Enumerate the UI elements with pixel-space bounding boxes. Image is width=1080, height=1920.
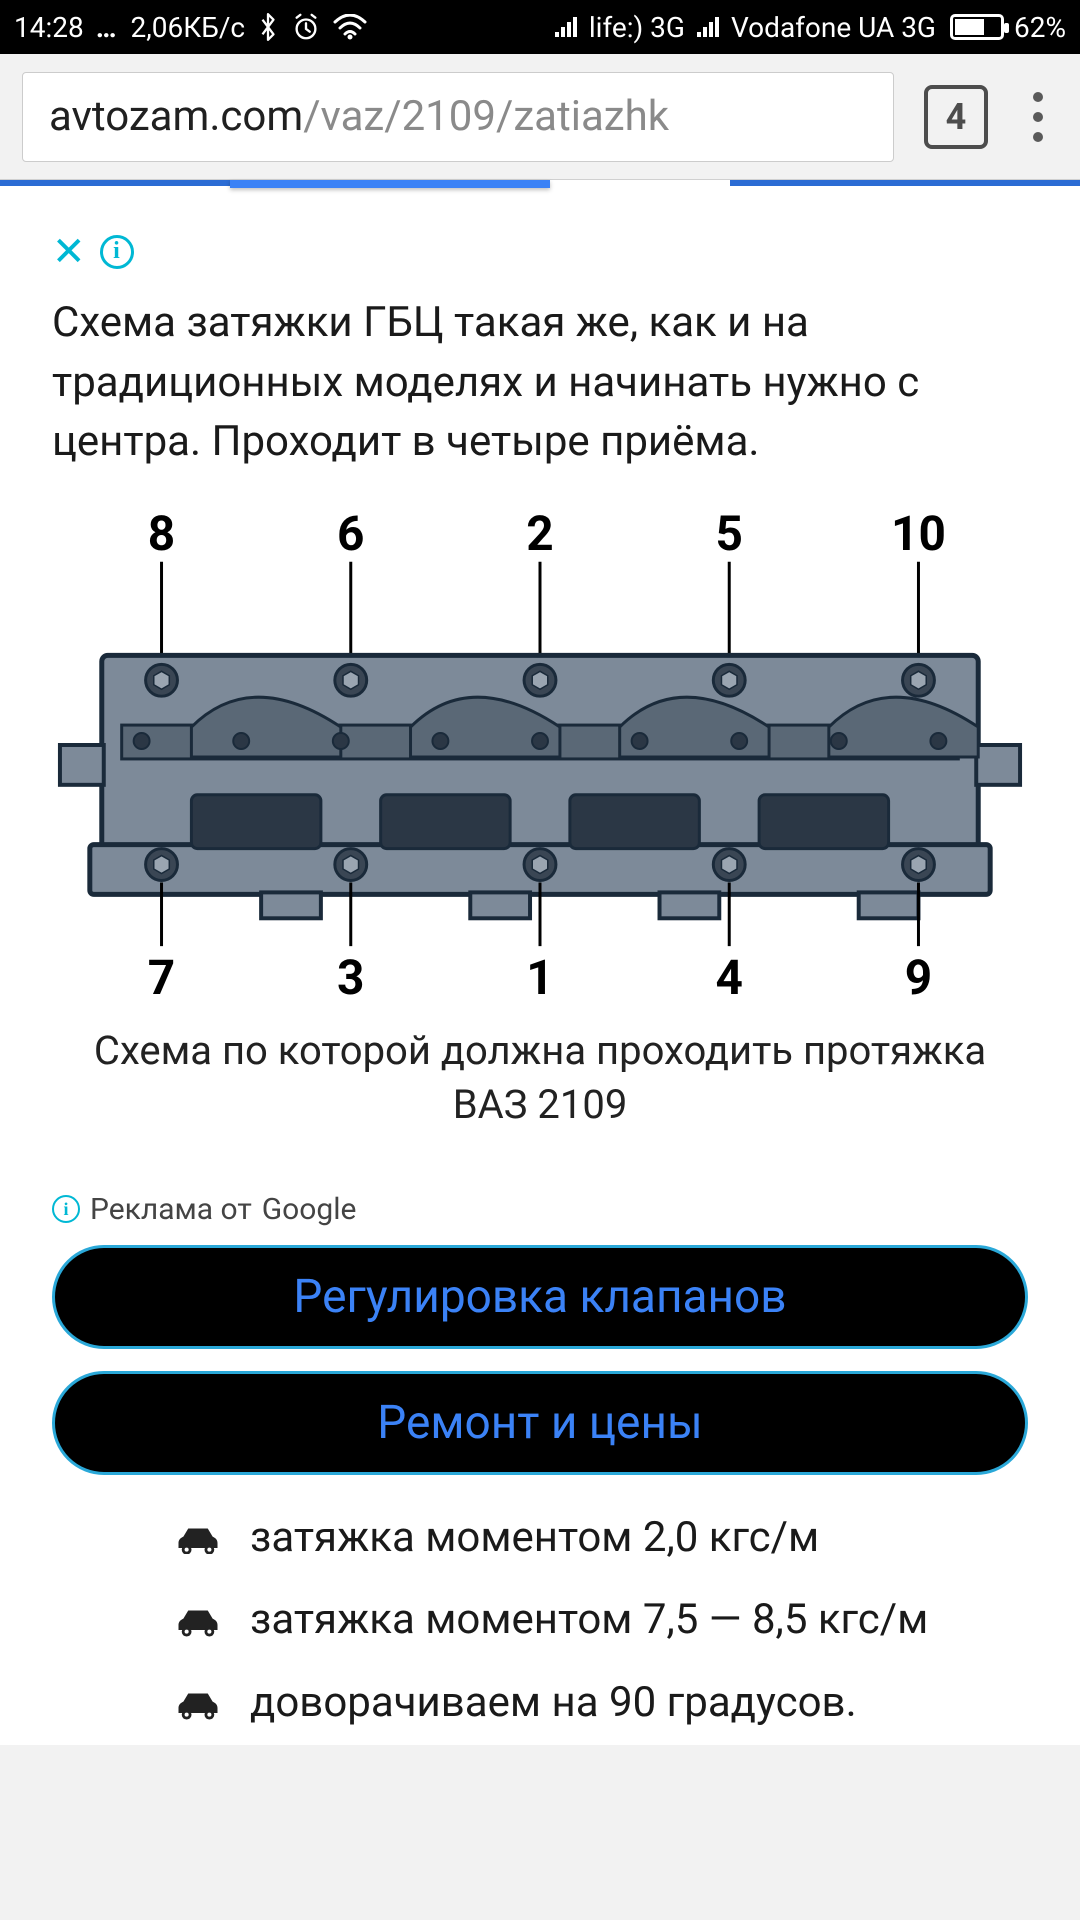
info-icon[interactable]: i [52, 1195, 80, 1223]
android-status-bar: 14:28 … 2,06КБ/с life:) 3G Vodafone UA 3… [0, 0, 1080, 54]
page-content: ✕ i Схема затяжки ГБЦ такая же, как и на… [0, 188, 1080, 1745]
signal-1-icon [553, 15, 579, 39]
svg-text:4: 4 [716, 950, 743, 1006]
torque-step: доворачиваем на 90 градусов. [52, 1662, 1028, 1745]
diagram-svg: 8 6 2 5 10 7 3 1 4 9 [42, 496, 1038, 1014]
svg-text:3: 3 [337, 950, 364, 1006]
svg-text:8: 8 [148, 506, 175, 562]
car-icon [172, 1522, 224, 1555]
signal-2-icon [695, 15, 721, 39]
ads-label-brand: Google [262, 1192, 357, 1227]
ad-link-1[interactable]: Регулировка клапанов [52, 1245, 1028, 1349]
carrier-2: Vodafone UA 3G [731, 11, 936, 44]
url-bar[interactable]: avtozam.com/vaz/2109/zatiazhk [22, 72, 894, 162]
diagram-caption: Схема по которой должна проходить протяж… [92, 1024, 988, 1132]
svg-text:1: 1 [526, 950, 553, 1006]
url-host: avtozam.com [49, 92, 303, 141]
ad-controls: ✕ i [52, 228, 1028, 275]
browser-toolbar: avtozam.com/vaz/2109/zatiazhk 4 [0, 54, 1080, 180]
svg-text:7: 7 [148, 950, 175, 1006]
tab-switcher-button[interactable]: 4 [924, 85, 988, 149]
torque-steps-list: затяжка моментом 2,0 кгс/м затяжка момент… [52, 1497, 1028, 1745]
status-overflow-icon: … [96, 11, 119, 44]
svg-text:6: 6 [337, 506, 364, 562]
page-load-progress [0, 180, 1080, 188]
ad-link-2[interactable]: Ремонт и цены [52, 1371, 1028, 1475]
status-time: 14:28 [14, 11, 84, 44]
bluetooth-icon [257, 12, 279, 42]
step-text: затяжка моментом 7,5 — 8,5 кгс/м [250, 1593, 928, 1648]
torque-step: затяжка моментом 7,5 — 8,5 кгс/м [52, 1579, 1028, 1662]
step-text: затяжка моментом 2,0 кгс/м [250, 1511, 819, 1566]
wifi-icon [333, 14, 367, 40]
carrier-1: life:) 3G [589, 11, 685, 44]
torque-diagram: 8 6 2 5 10 7 3 1 4 9 [42, 496, 1038, 1018]
status-speed: 2,06КБ/с [130, 11, 245, 44]
torque-step: затяжка моментом 2,0 кгс/м [52, 1497, 1028, 1580]
url-path: /vaz/2109/zatiazhk [303, 92, 669, 141]
ads-attribution: i Реклама от Google [52, 1192, 1028, 1227]
ad-link-1-label: Регулировка клапанов [293, 1270, 786, 1324]
battery-icon [950, 14, 1004, 40]
close-icon[interactable]: ✕ [52, 228, 86, 275]
overflow-menu-button[interactable] [1018, 92, 1058, 142]
ads-label-prefix: Реклама от [90, 1192, 252, 1227]
step-text: доворачиваем на 90 градусов. [250, 1676, 857, 1731]
tab-count-label: 4 [946, 96, 967, 138]
svg-text:2: 2 [526, 506, 553, 562]
svg-text:5: 5 [716, 506, 743, 562]
info-icon[interactable]: i [100, 235, 134, 269]
battery-percent: 62% [1014, 11, 1066, 44]
ad-link-2-label: Ремонт и цены [377, 1396, 702, 1450]
article-paragraph: Схема затяжки ГБЦ такая же, как и на тра… [52, 293, 1028, 472]
alarm-icon [291, 12, 321, 42]
svg-text:9: 9 [905, 950, 932, 1006]
svg-text:10: 10 [891, 506, 946, 562]
car-icon [172, 1687, 224, 1720]
car-icon [172, 1604, 224, 1637]
